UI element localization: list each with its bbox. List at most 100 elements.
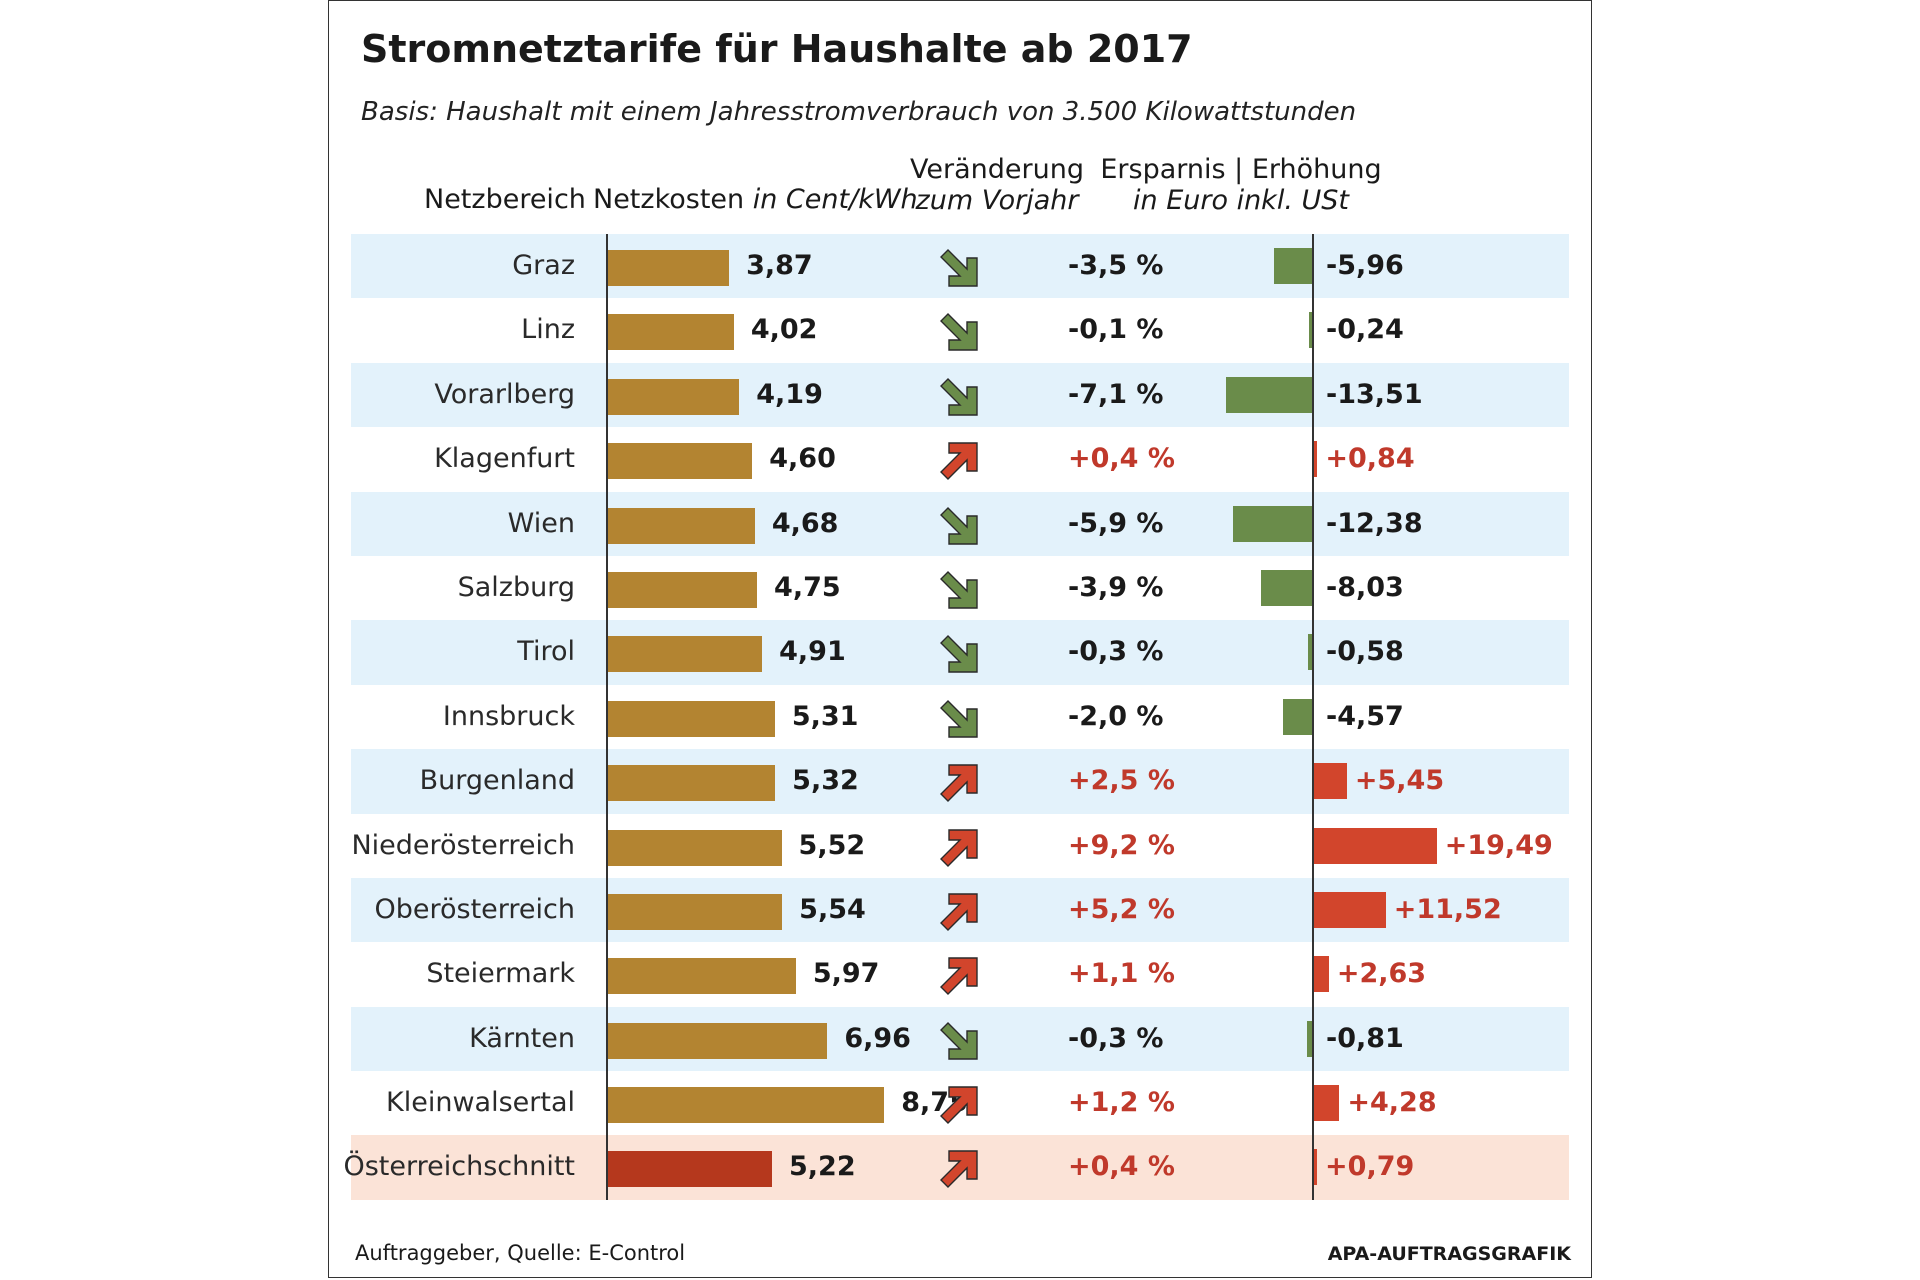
arrow-up-right-icon bbox=[940, 893, 978, 931]
header-change: Veränderung zum Vorjahr bbox=[877, 154, 1117, 216]
chart-title: Stromnetztarife für Haushalte ab 2017 bbox=[361, 27, 1193, 71]
savings-bar bbox=[1309, 312, 1312, 349]
arrow-down-right-icon bbox=[940, 377, 978, 416]
region-label: Oberösterreich bbox=[374, 893, 576, 925]
region-label: Klagenfurt bbox=[434, 443, 575, 475]
region-row: Klagenfurt 4,60 +0,4 % +0,84 bbox=[351, 427, 1569, 491]
delta-value-label: -12,38 bbox=[1326, 507, 1423, 539]
region-row: Burgenland 5,32 +2,5 % +5,45 bbox=[351, 749, 1569, 814]
region-row: Vorarlberg 4,19 -7,1 % -13,51 bbox=[351, 362, 1569, 428]
delta-value-label: +0,79 bbox=[1325, 1151, 1415, 1183]
header-cost-unit: in Cent/kWh bbox=[752, 184, 918, 215]
change-value-label: +1,1 % bbox=[1068, 958, 1175, 990]
savings-bar bbox=[1232, 505, 1312, 542]
infographic-frame: Stromnetztarife für Haushalte ab 2017 Ba… bbox=[328, 0, 1592, 1278]
cost-value-label: 4,02 bbox=[750, 314, 818, 346]
header-change-line1: Veränderung bbox=[910, 154, 1084, 185]
region-label: Vorarlberg bbox=[434, 378, 575, 410]
region-row: Wien 4,68 -5,9 % -12,38 bbox=[351, 491, 1569, 556]
cost-bar bbox=[606, 636, 763, 673]
header-region: Netzbereich bbox=[424, 184, 586, 215]
cost-value-label: 5,32 bbox=[792, 765, 859, 797]
cost-value-label: 4,91 bbox=[779, 636, 846, 668]
region-label: Österreichschnitt bbox=[343, 1151, 575, 1183]
cost-bar bbox=[606, 958, 796, 995]
savings-bar bbox=[1282, 698, 1312, 735]
arrow-down-right-icon bbox=[940, 699, 978, 738]
cost-bar bbox=[606, 893, 783, 930]
increase-bar bbox=[1312, 1149, 1318, 1186]
region-row: Kärnten 6,96 -0,3 % -0,81 bbox=[351, 1006, 1569, 1072]
credit-note: APA-AUFTRAGSGRAFIK bbox=[1327, 1243, 1571, 1265]
region-row: Graz 3,87 -3,5 % -5,96 bbox=[351, 234, 1569, 299]
cost-bar bbox=[606, 378, 740, 415]
delta-value-label: +19,49 bbox=[1444, 829, 1553, 861]
cost-value-label: 6,96 bbox=[844, 1022, 911, 1054]
change-value-label: -3,5 % bbox=[1068, 250, 1164, 281]
header-cost: Netzkosten in Cent/kWh bbox=[593, 184, 918, 215]
cost-value-label: 4,60 bbox=[769, 443, 836, 475]
cost-bar bbox=[606, 765, 776, 802]
cost-value-label: 5,54 bbox=[799, 893, 866, 925]
header-delta-line1: Ersparnis | Erhöhung bbox=[1100, 154, 1382, 185]
cost-bar bbox=[606, 700, 775, 737]
region-row: Steiermark 5,97 +1,1 % +2,63 bbox=[351, 942, 1569, 1006]
region-label: Tirol bbox=[517, 636, 575, 668]
cost-bar bbox=[606, 1151, 772, 1188]
cost-bar bbox=[606, 250, 730, 286]
cost-bar bbox=[606, 443, 753, 480]
increase-bar bbox=[1312, 827, 1437, 864]
delta-value-label: -0,24 bbox=[1326, 314, 1404, 346]
savings-bar bbox=[1273, 248, 1312, 284]
delta-value-label: -0,81 bbox=[1326, 1022, 1404, 1054]
change-value-label: -0,1 % bbox=[1068, 314, 1164, 346]
region-row: Linz 4,02 -0,1 % -0,24 bbox=[351, 298, 1569, 362]
delta-value-label: +4,28 bbox=[1347, 1087, 1437, 1119]
region-row: Tirol 4,91 -0,3 % -0,58 bbox=[351, 620, 1569, 685]
increase-bar bbox=[1312, 891, 1386, 928]
delta-value-label: -5,96 bbox=[1326, 250, 1404, 281]
change-value-label: +9,2 % bbox=[1068, 829, 1175, 861]
average-row: Österreichschnitt 5,22 +0,4 % +0,79 bbox=[343, 1135, 1569, 1200]
arrow-down-right-icon bbox=[940, 506, 978, 545]
change-value-label: +5,2 % bbox=[1068, 893, 1175, 925]
cost-value-label: 5,52 bbox=[798, 829, 866, 861]
region-label: Wien bbox=[507, 507, 575, 539]
region-row: Innsbruck 5,31 -2,0 % -4,57 bbox=[351, 685, 1569, 749]
increase-bar bbox=[1312, 956, 1329, 993]
change-value-label: -0,3 % bbox=[1068, 1022, 1164, 1054]
region-label: Kleinwalsertal bbox=[386, 1087, 575, 1119]
delta-value-label: -8,03 bbox=[1326, 571, 1404, 603]
region-row: Niederösterreich 5,52 +9,2 % +19,49 bbox=[351, 814, 1569, 878]
change-value-label: -0,3 % bbox=[1068, 636, 1164, 668]
chart-rows: Graz 3,87 -3,5 % -5,96 Linz 4,02 -0,1 % -0,24 Vo… bbox=[343, 234, 1569, 1200]
change-value-label: -5,9 % bbox=[1068, 507, 1164, 539]
change-value-label: -2,0 % bbox=[1068, 700, 1164, 732]
chart-subtitle: Basis: Haushalt mit einem Jahresstromver… bbox=[361, 97, 1357, 127]
arrow-up-right-icon bbox=[940, 957, 978, 996]
delta-value-label: +0,84 bbox=[1325, 443, 1415, 475]
delta-value-label: -0,58 bbox=[1326, 636, 1404, 668]
arrow-down-right-icon bbox=[940, 570, 978, 609]
arrow-up-right-icon bbox=[940, 442, 978, 481]
cost-bar bbox=[606, 1022, 828, 1059]
change-value-label: -3,9 % bbox=[1068, 571, 1164, 603]
cost-axis-line bbox=[606, 234, 608, 1200]
source-note: Auftraggeber, Quelle: E-Control bbox=[355, 1241, 686, 1265]
cost-value-label: 5,97 bbox=[812, 958, 880, 990]
delta-value-label: +5,45 bbox=[1354, 765, 1445, 797]
cost-bar bbox=[606, 507, 755, 544]
savings-bar bbox=[1308, 634, 1312, 671]
cost-value-label: 4,68 bbox=[771, 507, 839, 539]
header-delta: Ersparnis | Erhöhung in Euro inkl. USt bbox=[1091, 154, 1391, 216]
region-row: Oberösterreich 5,54 +5,2 % +11,52 bbox=[351, 877, 1569, 943]
change-value-label: -7,1 % bbox=[1068, 378, 1164, 410]
arrow-down-right-icon bbox=[940, 635, 978, 674]
increase-bar bbox=[1312, 1085, 1340, 1122]
header-region-label: Netzbereich bbox=[424, 184, 586, 215]
header-cost-label: Netzkosten bbox=[593, 184, 753, 215]
header-delta-line2: in Euro inkl. USt bbox=[1133, 185, 1349, 216]
arrow-up-right-icon bbox=[940, 828, 978, 867]
cost-value-label: 3,87 bbox=[746, 250, 813, 281]
change-value-label: +1,2 % bbox=[1068, 1087, 1175, 1119]
